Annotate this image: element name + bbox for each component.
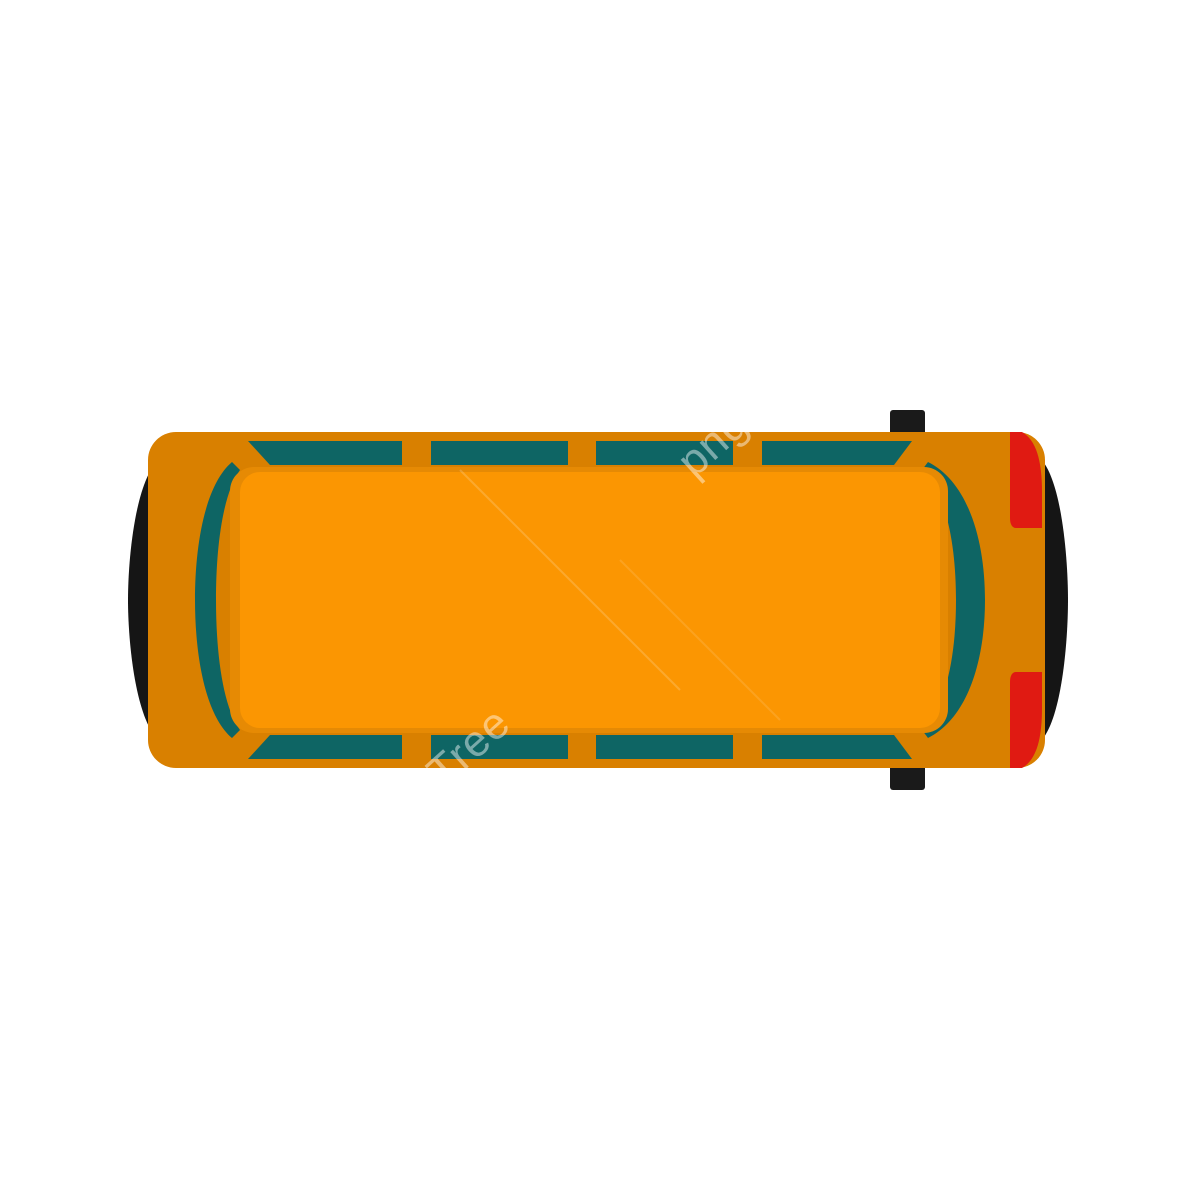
window-top-4 — [762, 441, 912, 465]
window-bottom-1 — [248, 735, 402, 759]
window-top-3 — [596, 441, 733, 465]
watermark-line-2 — [619, 559, 781, 721]
tail-light-bottom — [1010, 672, 1042, 768]
window-top-2 — [431, 441, 568, 465]
top-windows — [248, 441, 912, 465]
bus-roof — [240, 472, 940, 728]
mirror-top — [890, 410, 925, 438]
window-bottom-2 — [431, 735, 568, 759]
tail-light-top — [1010, 432, 1042, 528]
window-bottom-4 — [762, 735, 912, 759]
window-bottom-3 — [596, 735, 733, 759]
mirror-bottom — [890, 762, 925, 790]
rear-window — [922, 462, 985, 738]
bottom-windows — [248, 735, 912, 759]
watermark-line-1 — [459, 469, 681, 691]
window-top-1 — [248, 441, 402, 465]
front-windshield — [195, 462, 240, 738]
